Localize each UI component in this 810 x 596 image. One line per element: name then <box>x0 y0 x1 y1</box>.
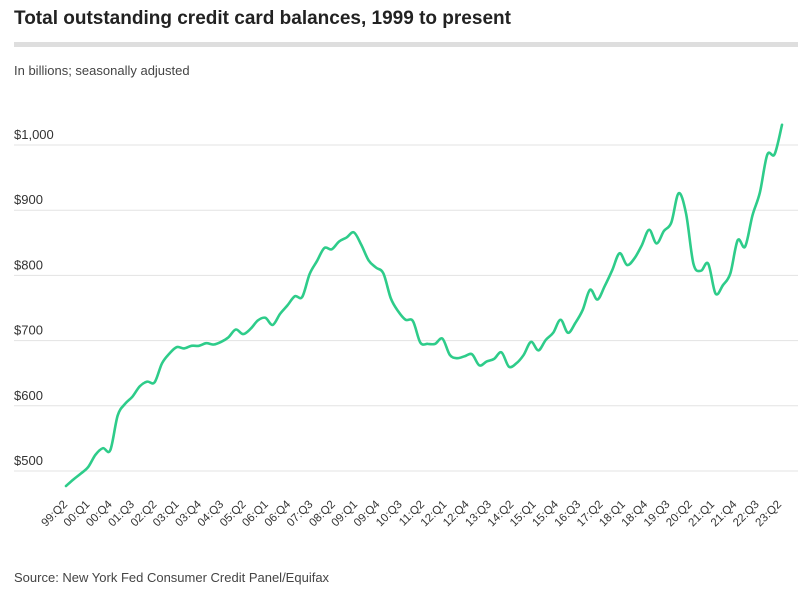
chart-title: Total outstanding credit card balances, … <box>14 8 511 29</box>
y-tick-label: $700 <box>14 323 43 338</box>
series-line <box>64 123 784 488</box>
y-axis-ticks: $500 $600 $700 $800 $900 $1,000 <box>14 127 54 468</box>
y-tick-label: $900 <box>14 192 43 207</box>
source-note: Source: New York Fed Consumer Credit Pan… <box>14 570 330 585</box>
grid-lines <box>14 144 798 472</box>
y-tick-label: $600 <box>14 388 43 403</box>
y-tick-label: $500 <box>14 453 43 468</box>
x-tick-label: 23:Q2 <box>753 499 784 530</box>
series-group <box>64 123 784 488</box>
title-divider <box>14 42 798 47</box>
x-axis-ticks: 99:Q200:Q100:Q401:Q302:Q203:Q103:Q404:Q3… <box>39 498 784 529</box>
y-tick-label: $800 <box>14 257 43 272</box>
y-tick-label: $1,000 <box>14 127 54 142</box>
chart-subtitle: In billions; seasonally adjusted <box>14 63 190 78</box>
